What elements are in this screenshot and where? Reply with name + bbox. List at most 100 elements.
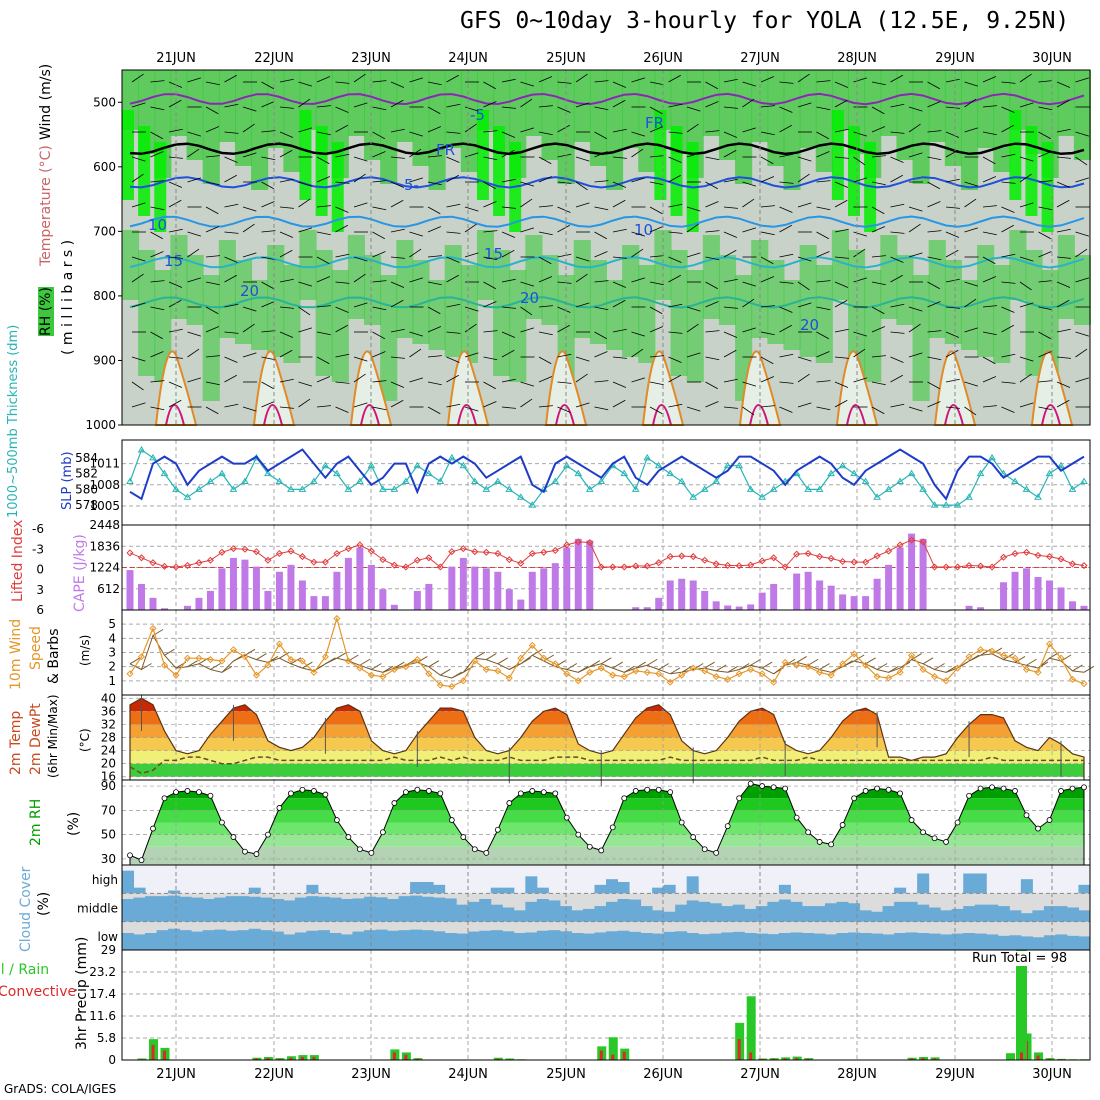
cloud-cell-low	[686, 933, 699, 950]
wind10-barb	[1026, 658, 1037, 666]
wind-barb	[298, 227, 312, 233]
rh-marker	[713, 849, 720, 856]
cloud-cell-middle	[317, 896, 330, 922]
wind-barb	[797, 356, 812, 362]
cloud-cell-high	[525, 876, 538, 894]
wind10-speed-marker	[287, 656, 295, 664]
wind-barb	[150, 306, 165, 311]
rh-band-mid	[638, 265, 656, 363]
cloud-cell-low	[191, 931, 204, 950]
thickness-marker	[896, 477, 904, 484]
wind10-barb	[1049, 651, 1060, 659]
wind-barb	[760, 231, 775, 236]
wind10-barb	[715, 664, 727, 672]
wind10-speed-marker	[977, 646, 985, 654]
thickness-marker	[1080, 477, 1088, 484]
thickness-tick: 584	[75, 451, 98, 465]
wind-barb	[335, 153, 350, 158]
wind-barb	[649, 126, 664, 133]
cloud-cell-middle	[294, 897, 307, 922]
wind-barb	[649, 255, 664, 258]
wind-barb	[705, 330, 720, 333]
wind-barb	[705, 230, 720, 233]
wind-barb	[501, 78, 516, 83]
rh-marker	[621, 795, 628, 802]
lifted-index-marker	[1057, 555, 1065, 563]
cloud-cell-high	[421, 882, 434, 894]
wind-barb	[927, 330, 942, 333]
wind-barb	[834, 181, 849, 188]
wind-barb	[834, 281, 849, 288]
wind-barb	[742, 298, 755, 308]
thickness-marker	[459, 461, 468, 469]
wind-barb	[575, 202, 590, 208]
wind-barb	[982, 76, 997, 83]
cloud-cell-high	[686, 876, 699, 894]
wind-barb	[1075, 331, 1089, 337]
wind10-speed-marker	[333, 614, 341, 623]
wind-barb	[797, 302, 812, 308]
cloud-cell-middle	[928, 907, 941, 922]
wind10-speed-marker	[804, 663, 812, 671]
wind10-barb	[761, 661, 773, 669]
wind-barb	[261, 401, 275, 408]
lifted-index-marker	[436, 563, 444, 571]
p3-li-label: Lifted Index	[10, 519, 26, 602]
cape-bar	[1057, 587, 1065, 610]
wind-barb	[279, 78, 294, 83]
wind-barb	[538, 405, 553, 408]
cape-bar	[1046, 580, 1054, 610]
cape-bar	[563, 547, 571, 610]
lifted-index-marker	[413, 556, 421, 564]
lifted-index-marker	[425, 554, 433, 562]
rh-marker	[150, 825, 156, 832]
wind-barb	[168, 181, 183, 188]
wind-barb	[483, 256, 498, 261]
wind10-speed-marker	[758, 670, 766, 678]
cloud-cell-high	[917, 873, 930, 894]
wind-barb	[1038, 331, 1051, 340]
thickness-marker	[149, 453, 157, 461]
wind-barb	[279, 278, 294, 283]
rh-band-bright	[1041, 142, 1054, 232]
wind10-barb	[497, 657, 509, 665]
wind10-barb	[520, 657, 532, 665]
rh-tick: 50	[101, 828, 116, 842]
wind-barb	[705, 130, 720, 133]
wind-barb	[187, 77, 201, 83]
cloud-cell-middle	[122, 899, 135, 922]
wind-barb	[668, 203, 683, 208]
wind-barb	[483, 381, 496, 390]
rh-band-mid	[960, 280, 979, 350]
wind10-speed-marker	[1034, 668, 1042, 676]
wind10-speed-marker	[172, 671, 180, 679]
wind10-barb	[566, 663, 578, 670]
wind-barb	[779, 124, 792, 133]
wind-barb	[501, 331, 516, 338]
wind-barb	[353, 156, 368, 162]
wind-barb	[871, 306, 885, 315]
wind-barb	[279, 306, 294, 309]
convective-bar	[783, 1058, 787, 1060]
cloud-cell-low	[156, 930, 169, 950]
wind-barb	[723, 349, 737, 358]
wind10-speed-marker	[827, 671, 835, 679]
wind-barb	[649, 326, 664, 333]
wind-barb	[187, 377, 201, 383]
cloud-cell-middle	[571, 910, 584, 922]
wind-barb	[927, 156, 942, 161]
cloud-cell-middle	[306, 896, 319, 922]
convective-bar	[622, 1051, 626, 1060]
wind-barb	[390, 381, 405, 388]
temp-tick: 28	[101, 731, 116, 745]
cape-bar	[632, 607, 640, 610]
wind10-speed-marker	[1080, 680, 1088, 688]
cape-bar	[724, 605, 732, 610]
rh-band-mid	[267, 245, 285, 357]
cloud-cell-low	[606, 931, 619, 950]
wind-barb	[871, 326, 886, 333]
wind-barb	[557, 153, 572, 158]
lifted-index-marker	[264, 556, 272, 564]
thickness-marker	[401, 477, 410, 484]
